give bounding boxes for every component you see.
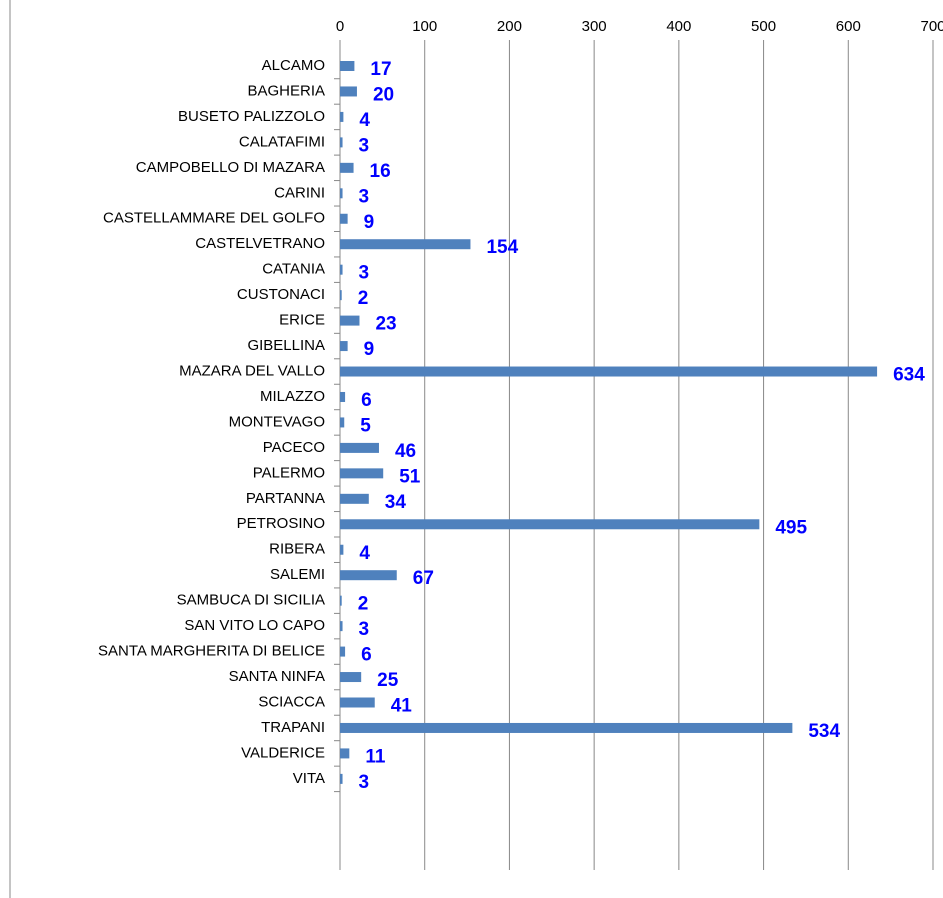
y-tick-label: SANTA NINFA bbox=[229, 668, 325, 685]
bar bbox=[340, 544, 344, 555]
bar bbox=[340, 111, 344, 122]
y-tick-label: ALCAMO bbox=[262, 57, 325, 74]
y-tick-label: VALDERICE bbox=[241, 744, 325, 761]
data-label: 634 bbox=[893, 365, 925, 386]
data-label: 154 bbox=[486, 237, 518, 258]
data-label: 9 bbox=[364, 212, 375, 233]
bar bbox=[340, 213, 348, 224]
y-tick-label: BAGHERIA bbox=[247, 82, 325, 99]
bar bbox=[340, 442, 379, 453]
bar bbox=[340, 86, 357, 97]
data-label: 4 bbox=[359, 110, 370, 131]
data-label: 3 bbox=[359, 186, 370, 207]
data-label: 3 bbox=[359, 772, 370, 793]
bar bbox=[340, 621, 343, 632]
bar bbox=[340, 722, 793, 733]
x-tick-label: 700 bbox=[920, 18, 943, 35]
data-label: 16 bbox=[370, 161, 391, 182]
y-tick-label: PACECO bbox=[263, 439, 325, 456]
y-tick-label: PARTANNA bbox=[246, 490, 325, 507]
y-tick-label: MONTEVAGO bbox=[229, 413, 325, 430]
y-tick-label: PETROSINO bbox=[237, 515, 325, 532]
data-label: 6 bbox=[361, 390, 372, 411]
data-label: 9 bbox=[364, 339, 375, 360]
y-tick-label: CATANIA bbox=[262, 261, 325, 278]
y-tick-label: SAN VITO LO CAPO bbox=[184, 617, 325, 634]
y-tick-label: CASTELLAMMARE DEL GOLFO bbox=[103, 210, 325, 227]
data-label: 6 bbox=[361, 645, 372, 666]
data-label: 495 bbox=[775, 517, 807, 538]
bar bbox=[340, 315, 360, 326]
y-tick-label: CARINI bbox=[274, 184, 325, 201]
y-tick-label: SAMBUCA DI SICILIA bbox=[177, 592, 325, 609]
x-tick-label: 600 bbox=[836, 18, 861, 35]
bar bbox=[340, 137, 343, 148]
data-label: 46 bbox=[395, 441, 416, 462]
data-label: 3 bbox=[359, 135, 370, 156]
data-label: 25 bbox=[377, 670, 399, 691]
y-tick-label: CALATAFIMI bbox=[239, 133, 325, 150]
data-label: 5 bbox=[360, 415, 371, 436]
bar bbox=[340, 493, 369, 504]
bar bbox=[340, 570, 397, 581]
bar bbox=[340, 697, 375, 708]
data-label: 67 bbox=[413, 568, 434, 589]
data-label: 41 bbox=[391, 696, 413, 717]
x-tick-label: 400 bbox=[666, 18, 691, 35]
bar bbox=[340, 595, 342, 606]
y-tick-label: CASTELVETRANO bbox=[195, 235, 325, 252]
bar bbox=[340, 264, 343, 275]
bar bbox=[340, 417, 345, 428]
data-label: 11 bbox=[365, 746, 386, 767]
bar bbox=[340, 391, 346, 402]
y-tick-label: ERICE bbox=[279, 312, 325, 329]
x-tick-label: 100 bbox=[412, 18, 437, 35]
data-label: 2 bbox=[358, 288, 369, 309]
bar bbox=[340, 773, 343, 784]
x-tick-label: 500 bbox=[751, 18, 776, 35]
y-tick-label: PALERMO bbox=[253, 464, 325, 481]
y-tick-label: MAZARA DEL VALLO bbox=[179, 362, 325, 379]
data-label: 17 bbox=[370, 59, 391, 80]
y-tick-label: RIBERA bbox=[269, 541, 325, 558]
x-tick-label: 200 bbox=[497, 18, 522, 35]
data-label: 23 bbox=[375, 314, 396, 335]
y-tick-label: VITA bbox=[293, 770, 325, 787]
bar bbox=[340, 61, 355, 71]
bar bbox=[340, 162, 354, 173]
data-label: 34 bbox=[385, 492, 407, 513]
bar bbox=[340, 519, 760, 530]
y-tick-label: SCIACCA bbox=[258, 693, 325, 710]
data-label: 3 bbox=[359, 619, 370, 640]
data-label: 20 bbox=[373, 84, 394, 105]
y-tick-label: BUSETO PALIZZOLO bbox=[178, 108, 325, 125]
x-tick-label: 0 bbox=[336, 18, 344, 35]
data-label: 3 bbox=[359, 263, 370, 284]
data-label: 51 bbox=[399, 466, 421, 487]
bar bbox=[340, 748, 350, 759]
data-label: 534 bbox=[808, 721, 840, 742]
y-tick-label: CUSTONACI bbox=[237, 286, 325, 303]
data-label: 4 bbox=[359, 543, 370, 564]
bar bbox=[340, 468, 384, 479]
y-tick-label: SANTA MARGHERITA DI BELICE bbox=[98, 643, 325, 660]
y-tick-label: TRAPANI bbox=[261, 719, 325, 736]
bar bbox=[340, 366, 878, 377]
y-tick-label: MILAZZO bbox=[260, 388, 325, 405]
bar bbox=[340, 290, 342, 301]
x-tick-label: 300 bbox=[582, 18, 607, 35]
bar bbox=[340, 239, 471, 250]
bar bbox=[340, 672, 362, 683]
bar bbox=[340, 646, 346, 657]
bar bbox=[340, 188, 343, 199]
data-label: 2 bbox=[358, 594, 369, 615]
y-tick-label: CAMPOBELLO DI MAZARA bbox=[136, 159, 325, 176]
bar bbox=[340, 341, 348, 352]
y-tick-label: GIBELLINA bbox=[247, 337, 325, 354]
y-tick-label: SALEMI bbox=[270, 566, 325, 583]
